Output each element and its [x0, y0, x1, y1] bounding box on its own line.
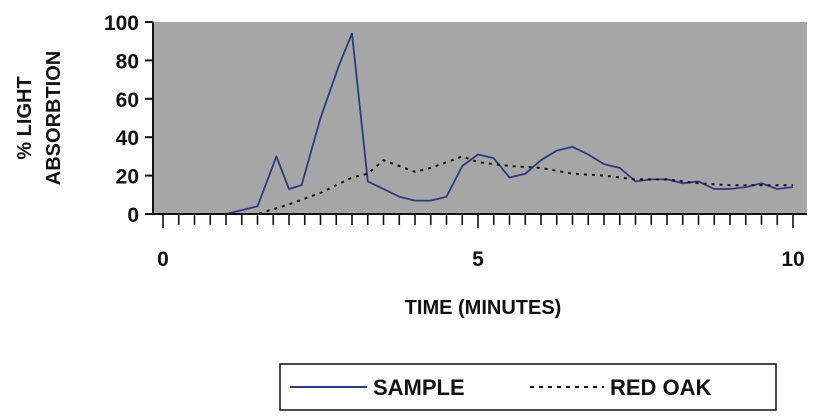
legend-label-red-oak: RED OAK: [610, 375, 712, 400]
tick-labels: 0 20 40 60 80 100 0 5 10: [104, 12, 805, 271]
legend-label-sample: SAMPLE: [373, 375, 465, 400]
x-tick-label: 10: [781, 248, 804, 271]
y-tick-label: 40: [116, 127, 139, 150]
series-layer: [163, 32, 794, 215]
y-axis-title-line2: ABSORBTION: [43, 51, 65, 185]
y-tick-label: 100: [104, 12, 139, 35]
x-tick-label: 5: [472, 248, 484, 271]
y-tick-label: 60: [116, 89, 139, 112]
y-axis-title-line1: % LIGHT: [14, 76, 36, 159]
y-tick-label: 0: [127, 204, 139, 227]
y-tick-label: 80: [116, 50, 139, 73]
axes-layer: [145, 21, 807, 228]
x-axis-title: TIME (MINUTES): [405, 297, 562, 319]
legend: SAMPLE RED OAK: [279, 363, 777, 411]
series-line-red-oak: [163, 155, 793, 215]
x-tick-label: 0: [157, 248, 169, 271]
series-line-sample: [163, 32, 794, 215]
plot-area: [153, 22, 807, 214]
y-tick-label: 20: [116, 166, 139, 189]
